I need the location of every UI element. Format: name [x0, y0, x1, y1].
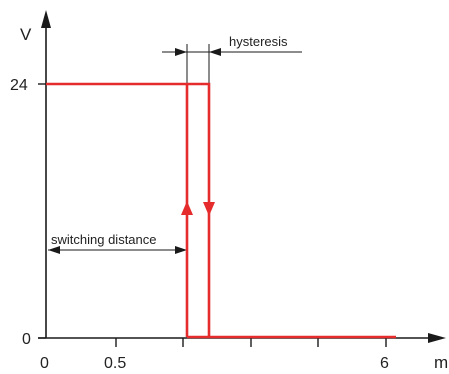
switching-distance-label: switching distance — [51, 232, 157, 247]
hysteresis-label: hysteresis — [229, 34, 288, 49]
switching-distance-arrow-left — [48, 246, 60, 254]
down-arrow-icon — [203, 202, 215, 216]
switching-distance-arrow-right — [175, 246, 187, 254]
x-tick-label-6: 6 — [380, 355, 389, 372]
hysteresis-arrow-left — [175, 48, 187, 56]
up-arrow-icon — [181, 201, 193, 215]
x-tick-label-0: 0 — [40, 355, 49, 372]
y-tick-label-24: 24 — [10, 77, 28, 94]
x-axis-arrow — [428, 333, 446, 343]
y-tick-label-0: 0 — [22, 331, 31, 348]
hysteresis-arrow-right — [209, 48, 221, 56]
x-tick-label-0-5: 0.5 — [104, 355, 126, 372]
x-axis-label: mm — [434, 353, 449, 372]
y-axis-arrow — [41, 10, 51, 28]
y-axis-label: V — [20, 25, 32, 44]
signal-high-line — [46, 82, 211, 337]
